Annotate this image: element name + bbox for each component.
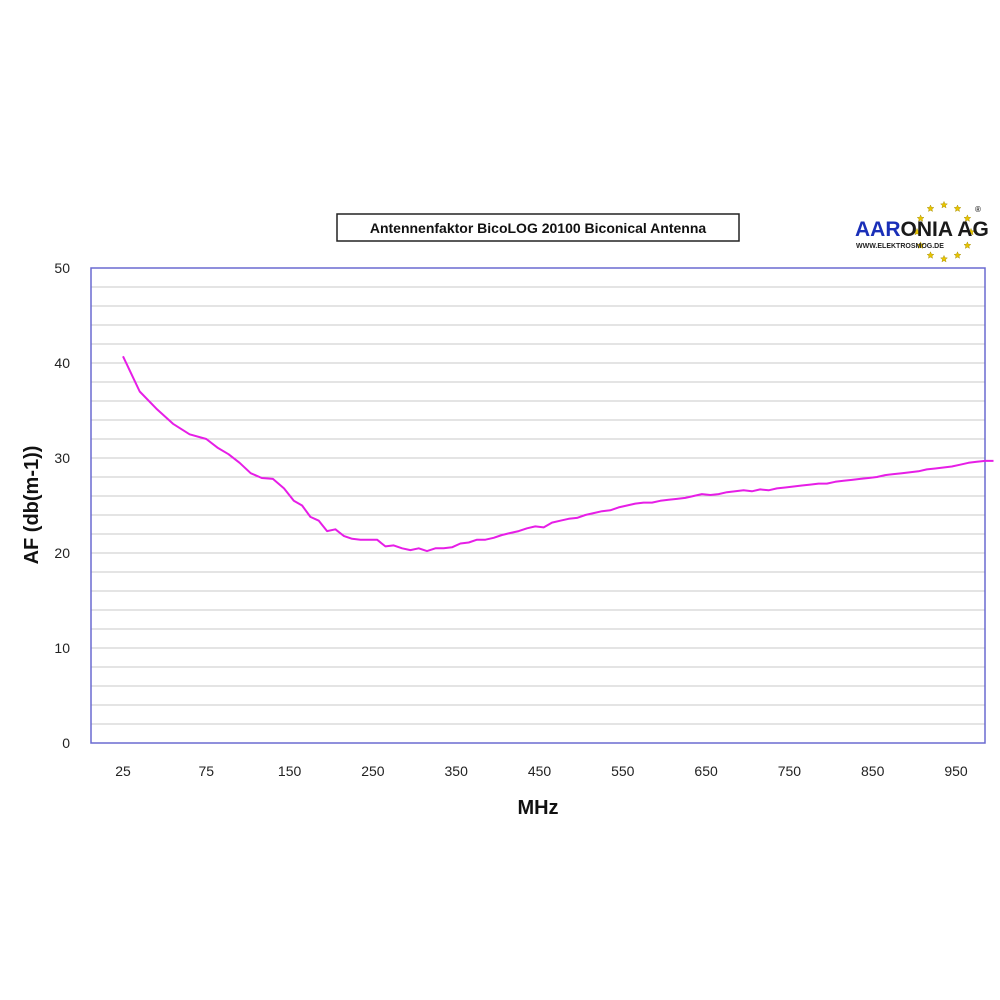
svg-text:AARONIA AG: AARONIA AG — [855, 218, 989, 241]
x-tick-label: 850 — [861, 763, 885, 779]
y-tick-label: 50 — [54, 260, 70, 276]
logo-registered-mark: ® — [975, 205, 981, 214]
logo-star — [916, 214, 925, 222]
y-tick-label: 20 — [54, 545, 70, 561]
x-tick-label: 350 — [445, 763, 469, 779]
y-tick-label: 40 — [54, 355, 70, 371]
logo-star — [953, 204, 962, 212]
x-tick-label: 950 — [944, 763, 968, 779]
x-tick-label: 450 — [528, 763, 552, 779]
series-line — [122, 355, 994, 553]
logo-star — [940, 254, 948, 263]
x-tick-label: 550 — [611, 763, 635, 779]
y-axis-title: AF (db(m-1)) — [21, 446, 43, 565]
y-axis-ticks: 0 10 20 30 40 50 — [54, 260, 70, 751]
logo-star — [940, 200, 948, 209]
x-tick-label: 75 — [199, 763, 215, 779]
logo-star — [926, 204, 935, 212]
logo-star — [913, 227, 921, 236]
logo-star — [926, 251, 935, 259]
x-axis-ticks: 25 75 150 250 350 450 550 650 750 850 950 — [115, 763, 968, 779]
series-layer — [122, 355, 994, 553]
y-tick-label: 10 — [54, 640, 70, 656]
logo-url: WWW.ELEKTROSMOG.DE — [856, 243, 944, 250]
aaronia-logo: AARONIA AG WWW.ELEKTROSMOG.DE ® — [855, 200, 989, 263]
logo-star — [953, 251, 962, 259]
logo-star — [967, 227, 975, 236]
logo-name-part2: ONIA AG — [901, 218, 989, 241]
x-tick-label: 25 — [115, 763, 131, 779]
x-tick-label: 250 — [361, 763, 385, 779]
logo-star-ring — [913, 200, 975, 263]
logo-star — [916, 241, 925, 249]
logo-star — [963, 241, 972, 249]
chart-title: Antennenfaktor BicoLOG 20100 Biconical A… — [370, 220, 707, 236]
y-tick-label: 0 — [62, 735, 70, 751]
plot-area-border — [90, 267, 986, 744]
plot-gridlines — [91, 286, 985, 725]
x-tick-label: 750 — [778, 763, 802, 779]
x-axis-title: MHz — [517, 797, 558, 819]
y-tick-label: 30 — [54, 450, 70, 466]
logo-star — [963, 214, 972, 222]
chart-title-box: Antennenfaktor BicoLOG 20100 Biconical A… — [336, 213, 740, 242]
x-tick-label: 150 — [278, 763, 302, 779]
x-tick-label: 650 — [694, 763, 718, 779]
logo-name-part1: AAR — [855, 218, 901, 241]
